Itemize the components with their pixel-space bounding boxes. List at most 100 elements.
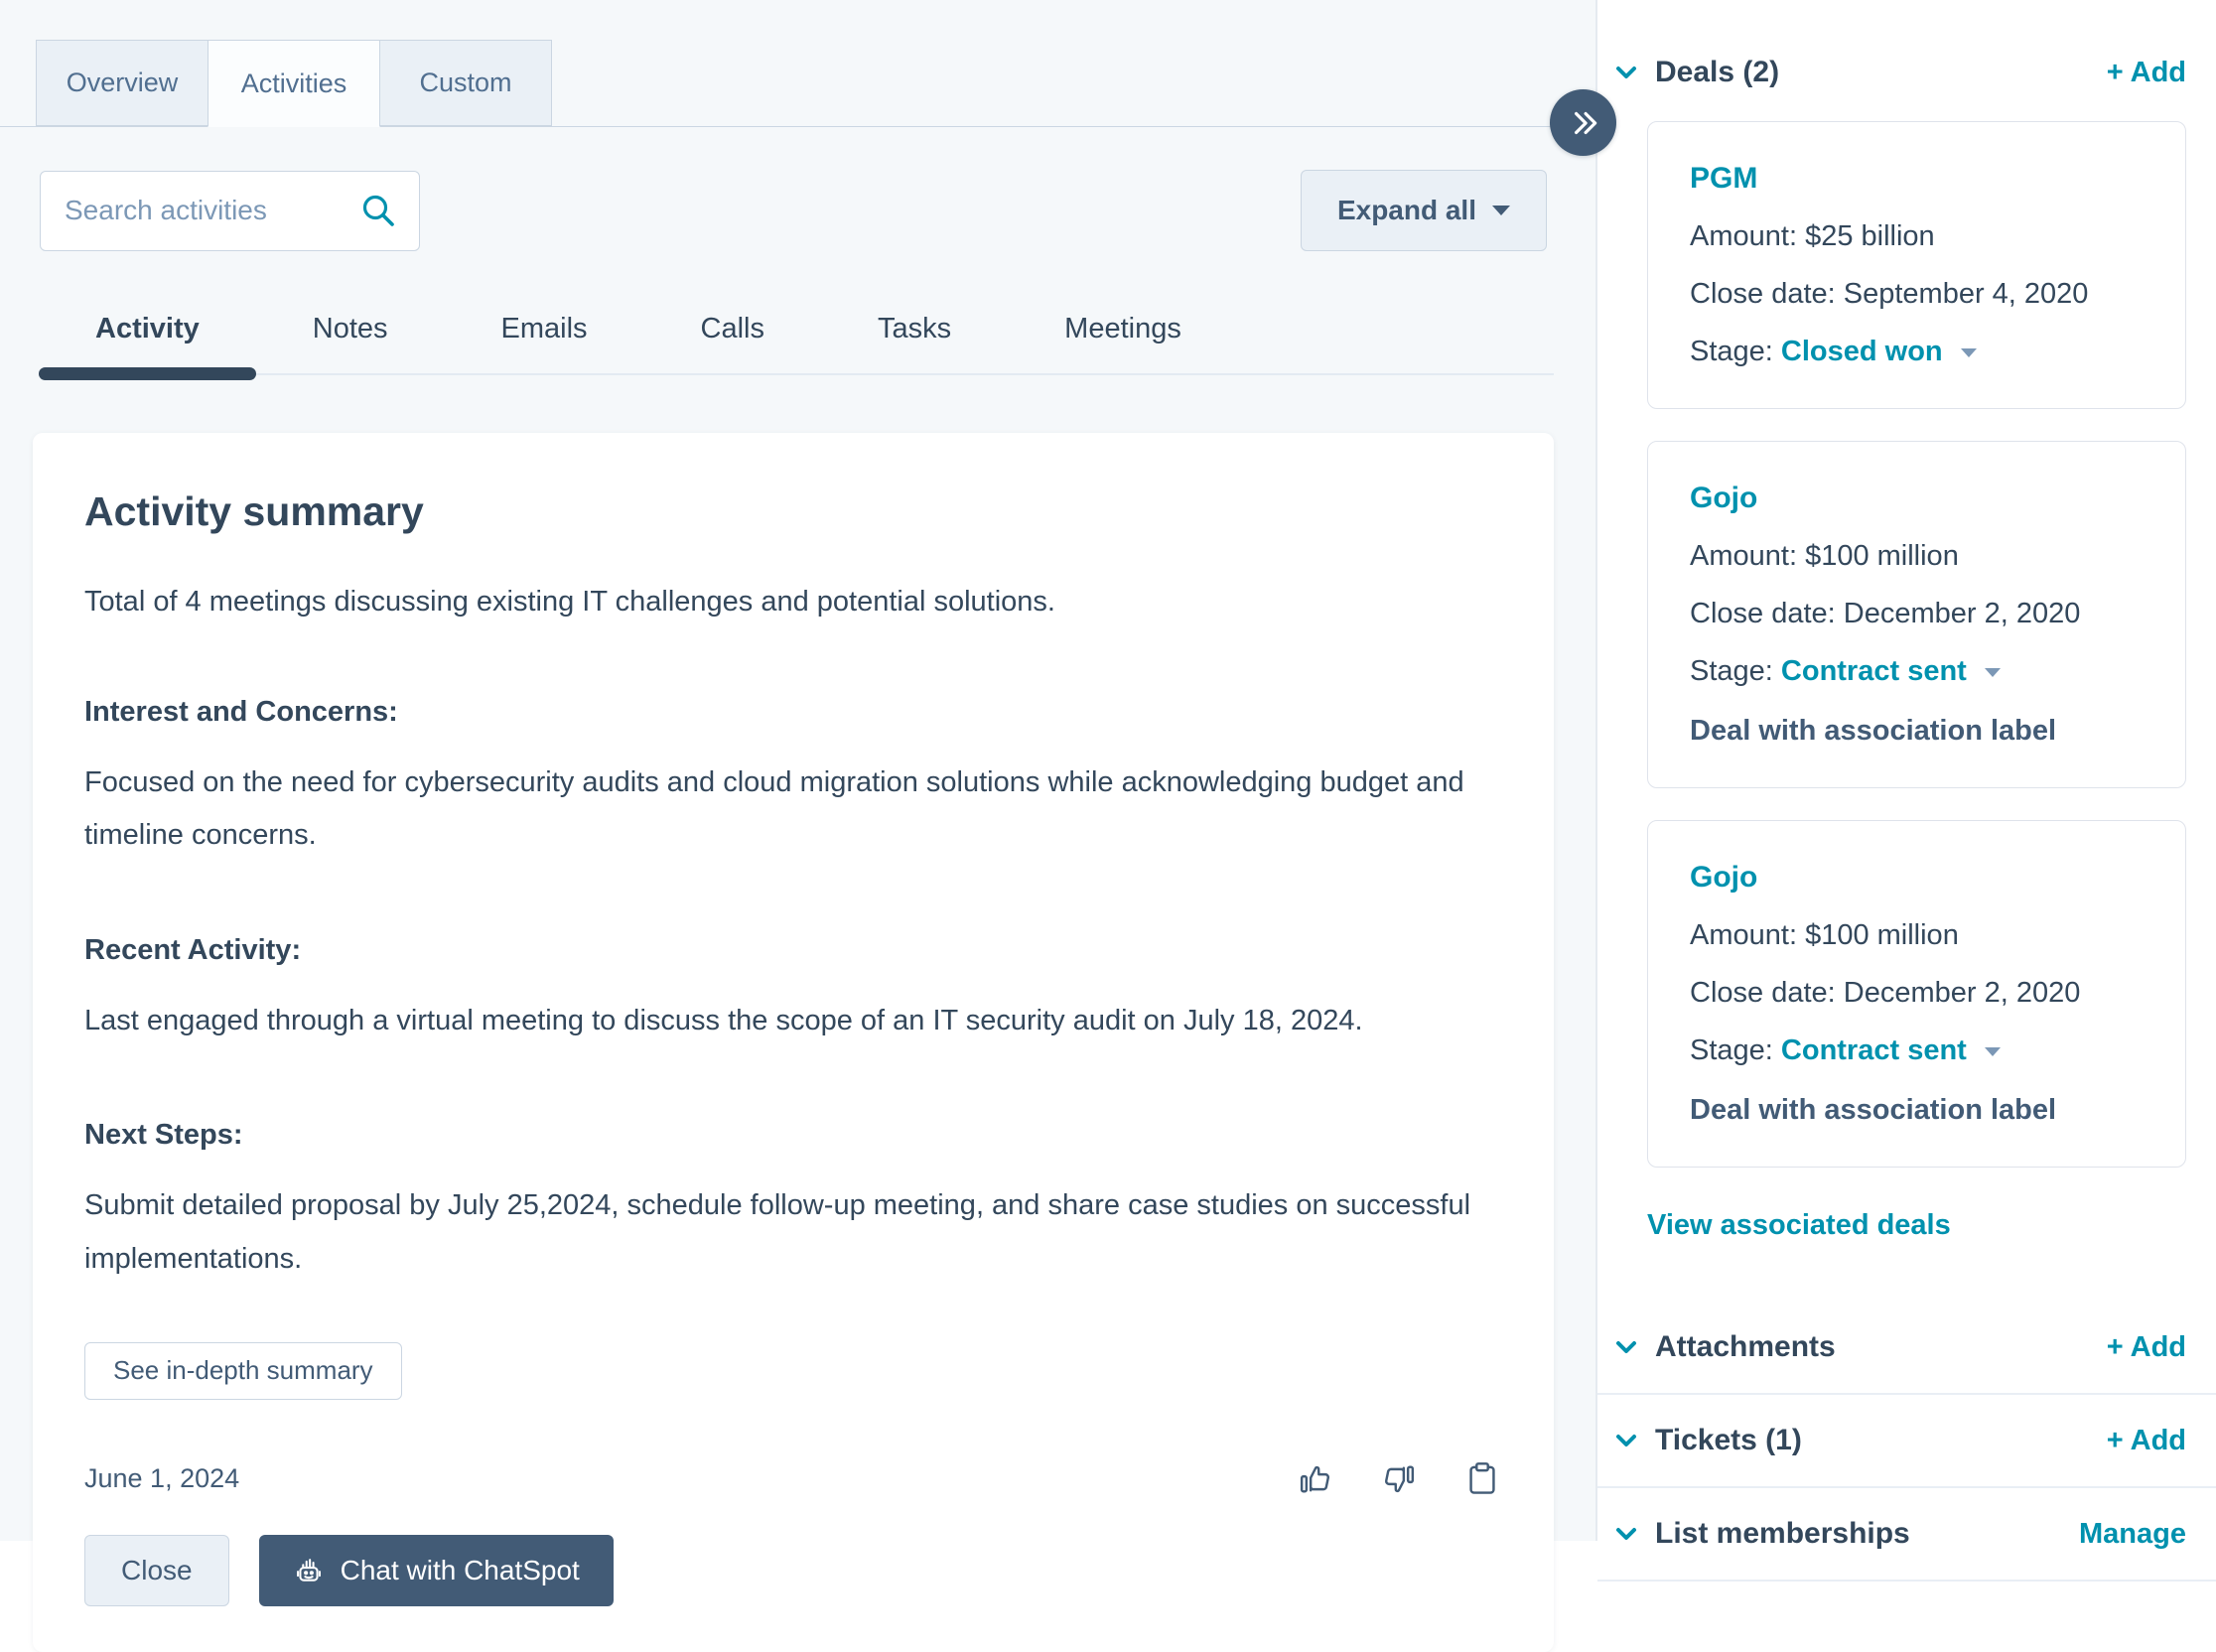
chatspot-robot-icon	[296, 1558, 321, 1582]
toolbar: Expand all	[40, 170, 1547, 251]
main-content-area: Overview Activities Custom Expand all Ac…	[0, 0, 1595, 1606]
deal-amount-value: $100 million	[1805, 540, 1959, 572]
caret-down-icon	[1492, 206, 1510, 215]
deal-close-date-row: Close date: December 2, 2020	[1690, 598, 2155, 630]
deal-card: Gojo Amount: $100 million Close date: De…	[1647, 441, 2186, 788]
section-heading: Next Steps:	[84, 1119, 243, 1152]
deal-close-date-row: Close date: September 4, 2020	[1690, 278, 2155, 311]
stage-caret-icon	[1960, 347, 1977, 357]
list-memberships-title: List memberships	[1655, 1517, 1910, 1550]
collapse-sidebar-button[interactable]	[1550, 89, 1616, 156]
expand-all-label: Expand all	[1336, 195, 1476, 225]
section-heading: Recent Activity:	[84, 933, 302, 966]
deal-amount-label: Amount:	[1690, 540, 1797, 572]
top-tab-bar: Overview Activities Custom	[0, 0, 1595, 127]
chat-with-chatspot-button[interactable]: Chat with ChatSpot	[258, 1534, 614, 1606]
top-tab-overview-label: Overview	[66, 68, 179, 97]
chevron-down-icon[interactable]	[1609, 1330, 1643, 1364]
summary-date: June 1, 2024	[84, 1463, 240, 1494]
deal-stage-dropdown[interactable]: Contract sent	[1780, 1034, 1967, 1066]
manage-button[interactable]: Manage	[2079, 1517, 2186, 1550]
deal-close-date-label: Close date:	[1690, 977, 1836, 1009]
deals-add-button[interactable]: + Add	[2106, 56, 2186, 88]
search-box	[40, 170, 420, 251]
deal-stage-row: Stage: Contract sent	[1690, 1034, 2155, 1067]
right-sidebar: Deals (2) + Add PGM Amount: $25 billion …	[1595, 0, 2216, 1582]
section-heading: Interest and Concerns:	[84, 695, 398, 728]
tab-emails[interactable]: Emails	[500, 313, 588, 344]
top-tab-custom-label: Custom	[419, 68, 512, 97]
summary-section-interest: Interest and Concerns: Focused on the ne…	[84, 696, 1502, 863]
deal-amount-value: $100 million	[1805, 919, 1959, 951]
deal-close-date-value: September 4, 2020	[1843, 278, 2089, 310]
deal-name-link[interactable]: PGM	[1690, 162, 1758, 195]
attachments-title: Attachments	[1655, 1330, 1836, 1363]
summary-actions: Close Chat with ChatSpot	[84, 1534, 1502, 1606]
top-tab-custom[interactable]: Custom	[379, 40, 552, 126]
top-tab-overview[interactable]: Overview	[36, 40, 208, 126]
tickets-title: Tickets (1)	[1655, 1424, 1802, 1456]
expand-all-button[interactable]: Expand all	[1300, 170, 1547, 251]
deal-stage-row: Stage: Contract sent	[1690, 655, 2155, 688]
chatspot-button-label: Chat with ChatSpot	[340, 1554, 580, 1585]
tab-calls[interactable]: Calls	[700, 313, 765, 344]
deal-name-link[interactable]: Gojo	[1690, 482, 1758, 514]
deal-name-link[interactable]: Gojo	[1690, 861, 1758, 894]
tickets-section-header: Tickets (1) + Add	[1597, 1395, 2216, 1488]
section-body: Last engaged through a virtual meeting t…	[84, 1004, 1363, 1036]
deal-association-label: Deal with association label	[1690, 715, 2057, 747]
chevron-down-icon[interactable]	[1609, 56, 1643, 89]
attachments-add-button[interactable]: + Add	[2106, 1330, 2186, 1363]
tab-activity[interactable]: Activity	[39, 313, 256, 380]
deal-close-date-label: Close date:	[1690, 598, 1836, 629]
summary-footer: June 1, 2024	[84, 1459, 1502, 1499]
search-icon	[362, 195, 394, 226]
deal-stage-dropdown[interactable]: Contract sent	[1780, 655, 1967, 687]
deals-title: Deals (2)	[1655, 56, 1780, 88]
deal-stage-label: Stage:	[1690, 336, 1773, 367]
page-title: Activity summary	[84, 488, 424, 534]
tab-notes[interactable]: Notes	[312, 313, 388, 344]
chevron-down-icon[interactable]	[1609, 1424, 1643, 1457]
thumbs-up-icon[interactable]	[1296, 1459, 1335, 1499]
deal-association-label: Deal with association label	[1690, 1094, 2057, 1126]
summary-intro-text: Total of 4 meetings discussing existing …	[84, 586, 1055, 618]
stage-caret-icon	[1984, 667, 2001, 677]
activity-summary-card: Activity summary Total of 4 meetings dis…	[33, 433, 1554, 1652]
deal-close-date-row: Close date: December 2, 2020	[1690, 977, 2155, 1010]
deal-amount-value: $25 billion	[1805, 220, 1935, 252]
sidebar-sections: Attachments + Add Tickets (1) + Add List…	[1597, 1302, 2216, 1582]
deal-amount-row: Amount: $100 million	[1690, 919, 2155, 952]
deal-stage-label: Stage:	[1690, 655, 1773, 687]
section-body: Submit detailed proposal by July 25,2024…	[84, 1189, 1471, 1276]
summary-section-next-steps: Next Steps: Submit detailed proposal by …	[84, 1119, 1502, 1286]
top-tab-activities-label: Activities	[240, 68, 347, 98]
search-input[interactable]	[40, 170, 420, 251]
top-tab-activities[interactable]: Activities	[208, 40, 380, 127]
see-in-depth-summary-button[interactable]: See in-depth summary	[84, 1341, 402, 1400]
tab-meetings[interactable]: Meetings	[1064, 313, 1181, 344]
deal-amount-row: Amount: $25 billion	[1690, 220, 2155, 253]
clipboard-icon[interactable]	[1462, 1459, 1502, 1499]
deal-card: PGM Amount: $25 billion Close date: Sept…	[1647, 121, 2186, 409]
deal-close-date-value: December 2, 2020	[1843, 977, 2081, 1009]
view-associated-deals-link[interactable]: View associated deals	[1647, 1209, 1951, 1241]
tickets-add-button[interactable]: + Add	[2106, 1424, 2186, 1456]
section-body: Focused on the need for cybersecurity au…	[84, 765, 1464, 852]
close-button[interactable]: Close	[84, 1534, 229, 1606]
tab-tasks[interactable]: Tasks	[878, 313, 952, 344]
stage-caret-icon	[1984, 1046, 2001, 1056]
thumbs-down-icon[interactable]	[1379, 1459, 1419, 1499]
deal-close-date-label: Close date:	[1690, 278, 1836, 310]
chevron-down-icon[interactable]	[1609, 1517, 1643, 1551]
deal-amount-row: Amount: $100 million	[1690, 540, 2155, 573]
deal-stage-label: Stage:	[1690, 1034, 1773, 1066]
attachments-section-header: Attachments + Add	[1597, 1302, 2216, 1395]
summary-section-recent: Recent Activity: Last engaged through a …	[84, 934, 1502, 1048]
deal-stage-row: Stage: Closed won	[1690, 336, 2155, 368]
deal-amount-label: Amount:	[1690, 919, 1797, 951]
deal-stage-dropdown[interactable]: Closed won	[1780, 336, 1943, 367]
deals-section-header: Deals (2) + Add	[1597, 56, 2216, 89]
deal-amount-label: Amount:	[1690, 220, 1797, 252]
feedback-icons	[1296, 1459, 1502, 1499]
